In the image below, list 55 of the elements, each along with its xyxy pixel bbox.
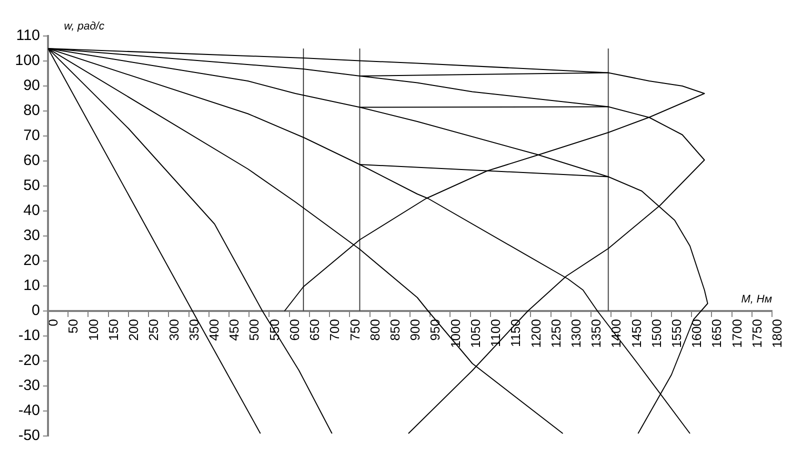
x-tick-label: 1050 bbox=[468, 319, 483, 348]
x-tick-label: 1650 bbox=[709, 319, 724, 348]
x-tick-label: 550 bbox=[266, 319, 282, 341]
y-tick-label: 10 bbox=[23, 277, 40, 294]
y-tick-label: 100 bbox=[14, 52, 40, 70]
x-tick-label: 250 bbox=[146, 319, 162, 341]
y-tick-label: -20 bbox=[18, 352, 40, 370]
x-tick-label: 1000 bbox=[448, 319, 463, 348]
x-tick-label: 50 bbox=[66, 319, 81, 334]
x-axis-title: M, Нм bbox=[741, 294, 772, 306]
y-tick-label: 90 bbox=[23, 77, 40, 94]
x-tick-label: 900 bbox=[408, 319, 423, 341]
y-tick-label: 60 bbox=[23, 152, 40, 170]
x-tick-label: 300 bbox=[166, 319, 182, 341]
x-tick-label: 1200 bbox=[528, 319, 544, 348]
x-tick-label: 200 bbox=[126, 319, 142, 341]
y-tick-label: 70 bbox=[23, 127, 40, 144]
x-tick-label: 800 bbox=[367, 319, 382, 341]
x-tick-label: 850 bbox=[387, 319, 402, 341]
y-tick-label: -10 bbox=[18, 327, 40, 344]
x-tick-label: 1300 bbox=[568, 319, 584, 348]
y-tick-label: 20 bbox=[23, 252, 40, 270]
x-tick-label: 1550 bbox=[669, 319, 684, 348]
x-tick-label: 150 bbox=[106, 319, 121, 341]
x-tick-label: 1750 bbox=[749, 319, 764, 348]
y-tick-label: -50 bbox=[18, 427, 40, 444]
x-tick-label: 1400 bbox=[608, 319, 624, 348]
x-tick-label: 400 bbox=[206, 319, 222, 341]
y-tick-label: 50 bbox=[23, 177, 40, 194]
y-tick-label: 110 bbox=[16, 27, 40, 44]
x-tick-label: 350 bbox=[186, 319, 202, 341]
x-tick-label: 750 bbox=[347, 319, 362, 341]
x-tick-label: 500 bbox=[246, 319, 262, 341]
x-tick-label: 1250 bbox=[548, 319, 564, 348]
y-tick-label: 30 bbox=[23, 227, 40, 244]
x-tick-label: 650 bbox=[307, 319, 322, 341]
y-tick-label: -30 bbox=[18, 377, 40, 394]
y-tick-label: 80 bbox=[23, 102, 40, 120]
x-tick-label: 1150 bbox=[508, 319, 524, 347]
x-tick-label: 1500 bbox=[648, 319, 664, 348]
y-axis-title: w, рад/с bbox=[64, 20, 105, 33]
x-tick-label: 600 bbox=[286, 319, 302, 341]
x-tick-label: 1700 bbox=[729, 319, 744, 348]
x-tick-label: 1450 bbox=[628, 319, 644, 348]
x-tick-label: 450 bbox=[226, 319, 242, 341]
y-tick-label: 40 bbox=[23, 202, 40, 220]
x-tick-label: 1600 bbox=[689, 319, 704, 348]
x-tick-label: 1350 bbox=[588, 319, 604, 348]
x-tick-label: 100 bbox=[86, 319, 101, 341]
y-tick-label: -40 bbox=[18, 402, 40, 420]
x-tick-label: 1800 bbox=[770, 319, 785, 348]
x-tick-label: 950 bbox=[428, 319, 443, 341]
x-tick-label: 700 bbox=[327, 319, 342, 341]
x-tick-label: 1100 bbox=[488, 319, 504, 347]
y-tick-label: 0 bbox=[32, 302, 40, 320]
